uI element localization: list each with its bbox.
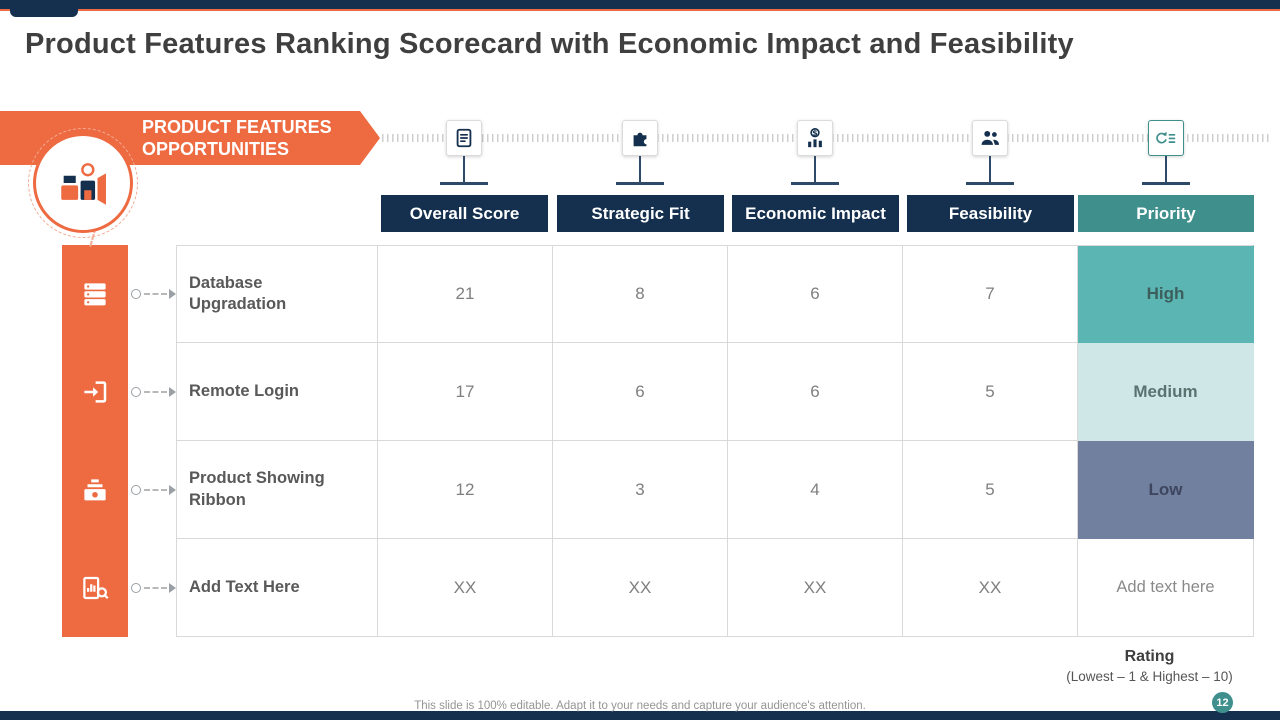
score-cell: 7 — [903, 245, 1078, 343]
score-cell: 6 — [553, 343, 728, 441]
feature-label: Product Showing Ribbon — [176, 441, 378, 539]
rating-note: (Lowest – 1 & Highest – 10) — [1066, 669, 1233, 684]
overall-score-icon — [456, 128, 472, 148]
score-cell: 6 — [728, 343, 903, 441]
priority-cell-placeholder: Add text here — [1078, 539, 1254, 637]
feature-icon-bar — [62, 245, 128, 637]
bottom-bar — [0, 711, 1280, 720]
score-cell: XX — [728, 539, 903, 637]
feasibility-icon-box — [972, 120, 1008, 156]
priority-cell-high: High — [1078, 245, 1254, 343]
banner-line1: PRODUCT FEATURES — [142, 116, 332, 137]
score-cell: 12 — [378, 441, 553, 539]
ribbon-icon — [79, 474, 111, 506]
priority-cell-medium: Medium — [1078, 343, 1254, 441]
product-illustration-icon — [61, 163, 106, 205]
column-header-feasibility: Feasibility — [907, 195, 1074, 232]
feature-label: Add Text Here — [176, 539, 378, 637]
product-illustration-badge — [28, 128, 138, 238]
rating-label: Rating — [1124, 648, 1175, 665]
rating-legend: Rating (Lowest – 1 & Highest – 10) — [1052, 648, 1247, 684]
score-cell: 4 — [728, 441, 903, 539]
overall-score-icon-box — [446, 120, 482, 156]
top-left-tab — [10, 0, 78, 17]
economic-impact-icon: $ — [808, 128, 822, 148]
priority-cell-low: Low — [1078, 441, 1254, 539]
score-cell: XX — [553, 539, 728, 637]
score-cell: 5 — [903, 441, 1078, 539]
top-bar — [0, 0, 1280, 9]
score-cell: 8 — [553, 245, 728, 343]
feature-label: Remote Login — [176, 343, 378, 441]
score-cell: 6 — [728, 245, 903, 343]
footer-note: This slide is 100% editable. Adapt it to… — [414, 700, 866, 712]
feasibility-icon — [981, 130, 999, 145]
economic-impact-icon-box: $ — [797, 120, 833, 156]
column-header-priority: Priority — [1078, 195, 1254, 232]
login-icon — [79, 376, 111, 408]
score-cell: XX — [903, 539, 1078, 637]
priority-icon — [1156, 131, 1176, 144]
page-title: Product Features Ranking Scorecard with … — [25, 28, 1074, 60]
score-cell: 5 — [903, 343, 1078, 441]
score-cell: 3 — [553, 441, 728, 539]
score-cell: XX — [378, 539, 553, 637]
column-header-economic-impact: Economic Impact — [732, 195, 899, 232]
score-cell: 21 — [378, 245, 553, 343]
column-header-strategic-fit: Strategic Fit — [557, 195, 724, 232]
strategic-fit-icon — [633, 132, 647, 147]
report-icon — [79, 572, 111, 604]
svg-text:$: $ — [812, 128, 817, 137]
database-icon — [79, 278, 111, 310]
top-accent-line — [0, 9, 1280, 11]
page-number-badge: 12 — [1212, 692, 1233, 713]
feature-label: Database Upgradation — [176, 245, 378, 343]
scorecard-table: Database Upgradation 21 8 6 7 High Remot… — [176, 245, 1254, 637]
column-header-overall-score: Overall Score — [381, 195, 548, 232]
priority-icon-box — [1148, 120, 1184, 156]
score-cell: 17 — [378, 343, 553, 441]
banner-line2: OPPORTUNITIES — [142, 139, 290, 159]
strategic-fit-icon-box — [622, 120, 658, 156]
